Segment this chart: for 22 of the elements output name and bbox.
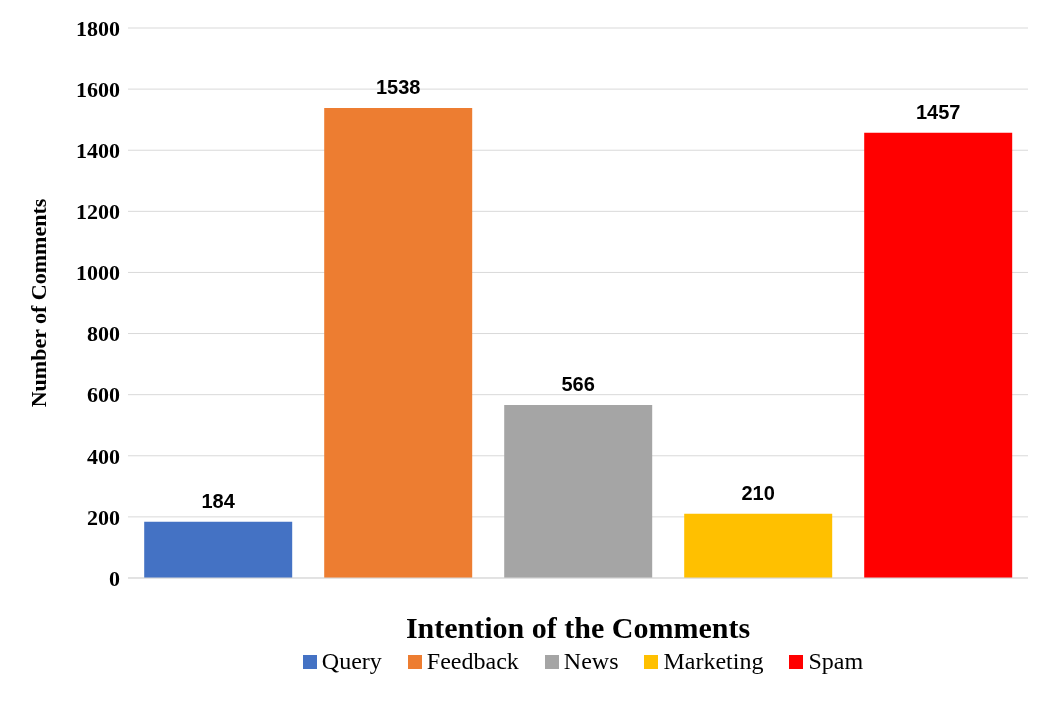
y-tick-label: 400 xyxy=(87,443,120,469)
data-label: 210 xyxy=(741,481,775,504)
x-axis-title: Intention of the Comments xyxy=(405,611,751,644)
data-label: 184 xyxy=(201,489,236,512)
legend-label: Marketing xyxy=(663,648,764,675)
y-tick-label: 200 xyxy=(87,504,120,530)
data-label: 1538 xyxy=(375,76,421,99)
y-tick-label: 1600 xyxy=(76,76,120,102)
legend-label: News xyxy=(563,648,619,675)
y-tick-label: 1800 xyxy=(76,15,120,41)
legend-label: Query xyxy=(321,648,382,675)
y-tick-label: 600 xyxy=(87,382,120,408)
y-axis-title: Number of Comments xyxy=(25,198,51,408)
y-tick-label: 1000 xyxy=(76,260,120,286)
y-tick-label: 1400 xyxy=(76,138,120,164)
data-label: 1457 xyxy=(915,100,961,123)
y-tick-label: 0 xyxy=(109,565,120,591)
legend-label: Feedback xyxy=(426,648,519,675)
legend-label: Spam xyxy=(808,648,864,675)
y-tick-label: 1200 xyxy=(76,199,120,225)
data-label: 566 xyxy=(561,373,595,396)
y-tick-label: 800 xyxy=(87,321,120,347)
